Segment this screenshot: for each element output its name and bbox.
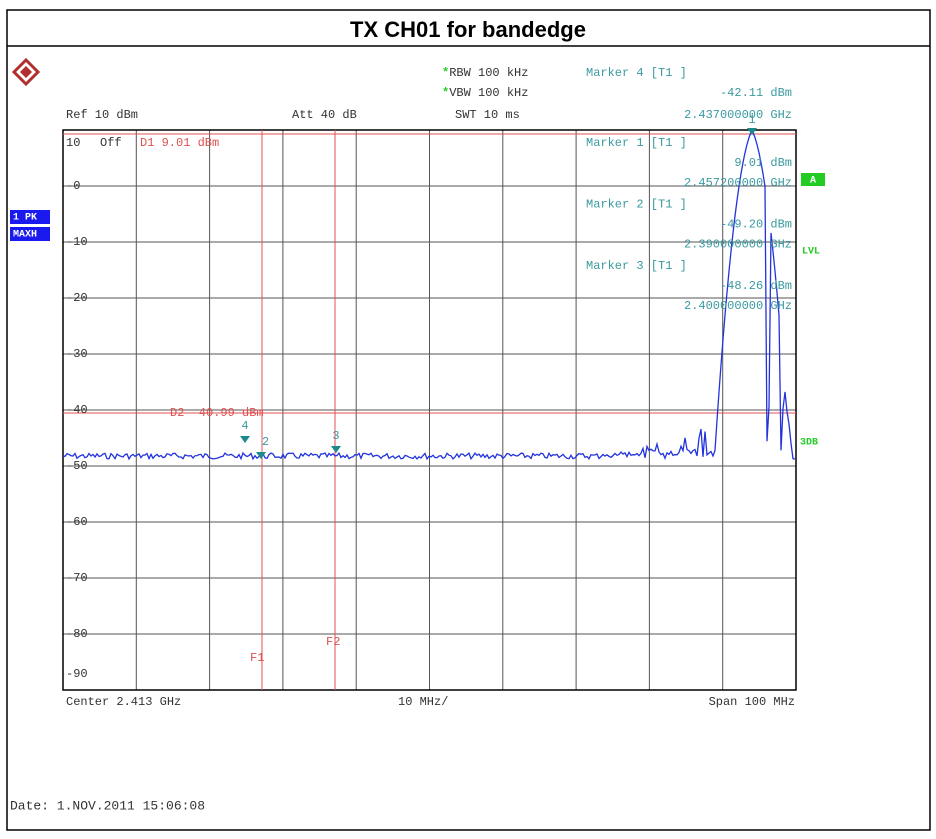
d2-label: D2 -40.99 dBm — [170, 406, 264, 420]
marker-label: Marker 2 [T1 ] — [586, 198, 687, 212]
mode-label: MAXH — [13, 230, 37, 241]
y-label: -10 — [66, 235, 88, 249]
marker-id: 2 — [262, 435, 269, 449]
marker-id: 3 — [332, 429, 339, 443]
y-label: -50 — [66, 459, 88, 473]
marker-freq: 2.437000000 GHz — [684, 108, 792, 122]
rbw: *RBW 100 kHz — [442, 66, 528, 80]
trace-label: 1 PK — [13, 213, 37, 224]
lvl-label: LVL — [802, 247, 820, 258]
frame — [6, 9, 931, 831]
marker-level: 9.01 dBm — [734, 156, 792, 170]
a-badge — [801, 173, 825, 186]
marker-level: -48.26 dBm — [720, 279, 792, 293]
d1-label: D1 9.01 dBm — [140, 136, 219, 150]
marker-freq: 2.457200000 GHz — [684, 176, 792, 190]
y-label: -70 — [66, 571, 88, 585]
markers — [240, 128, 757, 459]
marker-label: Marker 4 [T1 ] — [586, 66, 687, 80]
marker-label: Marker 3 [T1 ] — [586, 259, 687, 273]
y-label: -20 — [66, 291, 88, 305]
marker-label: Marker 1 [T1 ] — [586, 136, 687, 150]
grid — [63, 130, 796, 690]
y-label: -0 — [66, 179, 80, 193]
y-label: -60 — [66, 515, 88, 529]
mode-badge — [10, 227, 50, 241]
marker-level: -49.20 dBm — [720, 218, 792, 232]
y-label: -30 — [66, 347, 88, 361]
off-label: Off — [100, 136, 122, 150]
marker-id: 1 — [748, 113, 755, 127]
marker-level: -42.11 dBm — [720, 86, 792, 100]
a-label: A — [810, 176, 816, 187]
trace-badge — [10, 210, 50, 224]
marker-id: 4 — [241, 419, 248, 433]
f1-label: F1 — [250, 651, 264, 665]
3db-label: 3DB — [800, 438, 818, 449]
y-label: -80 — [66, 627, 88, 641]
y-label: -40 — [66, 403, 88, 417]
y-label: -90 — [66, 667, 88, 681]
title: TX CH01 for bandedge — [350, 17, 586, 42]
vbw: *VBW 100 kHz — [442, 86, 528, 100]
marker-freq: 2.390000000 GHz — [684, 238, 792, 252]
center: Center 2.413 GHz — [66, 695, 181, 709]
f2-label: F2 — [326, 635, 340, 649]
marker-freq: 2.400000000 GHz — [684, 299, 792, 313]
plot-border — [62, 129, 797, 691]
att: Att 40 dB — [292, 108, 357, 122]
date: Date: 1.NOV.2011 15:06:08 — [10, 798, 205, 813]
div: 10 MHz/ — [398, 695, 448, 709]
trace — [62, 131, 796, 461]
span: Span 100 MHz — [709, 695, 795, 709]
y-label: 10 — [66, 136, 80, 150]
ref: Ref 10 dBm — [66, 108, 138, 122]
swt: SWT 10 ms — [455, 108, 520, 122]
logo — [11, 57, 41, 87]
